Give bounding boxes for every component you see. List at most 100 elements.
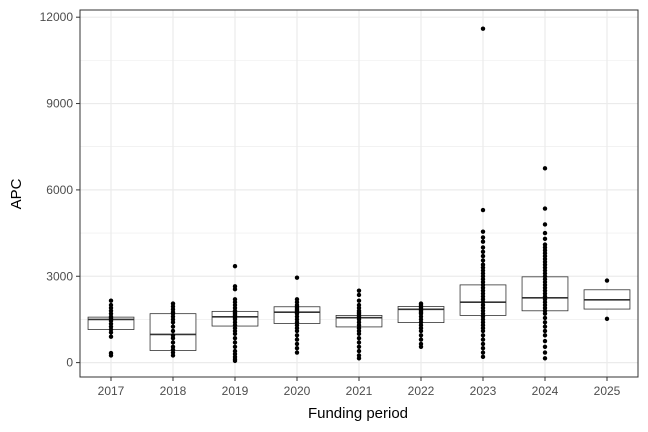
- data-point: [356, 298, 362, 303]
- data-point: [418, 333, 424, 338]
- data-point: [294, 341, 300, 347]
- data-point: [480, 354, 486, 360]
- data-point: [418, 341, 424, 347]
- data-point: [480, 346, 486, 351]
- x-tick-label: 2025: [594, 384, 621, 398]
- data-point: [480, 249, 486, 254]
- data-point: [356, 348, 362, 354]
- data-point: [294, 297, 300, 302]
- data-point: [108, 334, 114, 339]
- y-tick-label: 9000: [46, 97, 73, 111]
- data-point: [170, 333, 176, 338]
- data-point: [480, 337, 486, 342]
- data-point: [542, 166, 548, 171]
- data-point: [480, 258, 486, 263]
- data-point: [232, 297, 238, 302]
- data-point: [480, 207, 486, 213]
- data-point: [232, 340, 238, 345]
- chart-marks: [87, 26, 631, 364]
- data-point: [542, 206, 548, 211]
- data-point: [356, 344, 362, 349]
- data-point: [542, 350, 548, 355]
- box-group-2025: [583, 278, 631, 322]
- data-point: [294, 333, 300, 338]
- data-point: [294, 337, 300, 342]
- data-point: [542, 328, 548, 334]
- box-group-2019: [211, 263, 259, 364]
- box-group-2018: [149, 301, 197, 358]
- y-tick-label: 6000: [46, 183, 73, 197]
- data-point: [170, 328, 176, 334]
- x-tick-label: 2024: [532, 384, 559, 398]
- data-point: [542, 315, 548, 321]
- y-axis-title: APC: [8, 178, 25, 209]
- data-point: [232, 335, 238, 341]
- data-point: [418, 337, 424, 342]
- data-point: [542, 344, 548, 349]
- data-point: [232, 263, 238, 269]
- data-point: [542, 324, 548, 329]
- data-point: [232, 344, 238, 349]
- data-point: [356, 335, 362, 341]
- box-group-2020: [273, 275, 321, 355]
- x-tick-label: 2019: [222, 384, 249, 398]
- y-tick-label: 0: [66, 356, 73, 370]
- data-point: [542, 356, 548, 361]
- box-group-2024: [521, 166, 569, 361]
- data-point: [294, 275, 300, 280]
- data-point: [356, 292, 362, 298]
- y-tick-label: 12000: [40, 10, 74, 24]
- data-point: [356, 302, 362, 308]
- data-point: [480, 239, 486, 244]
- data-point: [418, 301, 424, 306]
- y-tick-label: 3000: [46, 269, 73, 283]
- data-point: [480, 26, 486, 31]
- data-point: [108, 298, 114, 303]
- data-point: [480, 235, 486, 240]
- data-point: [356, 353, 362, 358]
- data-point: [356, 288, 362, 293]
- x-tick-label: 2022: [408, 384, 435, 398]
- box-group-2022: [397, 301, 445, 349]
- box-group-2017: [87, 298, 135, 358]
- data-point: [542, 320, 548, 325]
- data-point: [480, 333, 486, 338]
- x-axis-title: Funding period: [308, 405, 408, 422]
- x-tick-label: 2021: [346, 384, 373, 398]
- data-point: [480, 245, 486, 250]
- data-point: [480, 262, 486, 267]
- box-group-2021: [335, 288, 383, 361]
- data-point: [480, 341, 486, 347]
- data-point: [170, 301, 176, 306]
- data-point: [542, 338, 548, 344]
- data-point: [170, 340, 176, 345]
- x-axis: 2017 2018 2019 2020 2021 2022 2023 2024 2025: [98, 377, 621, 398]
- x-tick-label: 2023: [470, 384, 497, 398]
- x-tick-label: 2020: [284, 384, 311, 398]
- data-point: [232, 284, 238, 289]
- data-point: [356, 340, 362, 345]
- data-point: [232, 348, 238, 354]
- data-point: [604, 316, 610, 322]
- box-group-2023: [459, 26, 507, 360]
- data-point: [542, 222, 548, 227]
- x-tick-label: 2017: [98, 384, 125, 398]
- data-point: [542, 236, 548, 242]
- y-axis: 0 3000 6000 9000 12000: [40, 10, 80, 370]
- x-tick-label: 2018: [160, 384, 187, 398]
- data-point: [480, 229, 486, 234]
- data-point: [480, 350, 486, 355]
- data-point: [604, 278, 610, 283]
- data-point: [294, 346, 300, 351]
- data-point: [542, 242, 548, 247]
- data-point: [170, 324, 176, 329]
- data-point: [294, 350, 300, 355]
- data-point: [170, 344, 176, 349]
- data-point: [108, 350, 114, 356]
- data-point: [108, 302, 114, 308]
- data-point: [480, 253, 486, 259]
- data-point: [542, 333, 548, 338]
- data-point: [542, 230, 548, 236]
